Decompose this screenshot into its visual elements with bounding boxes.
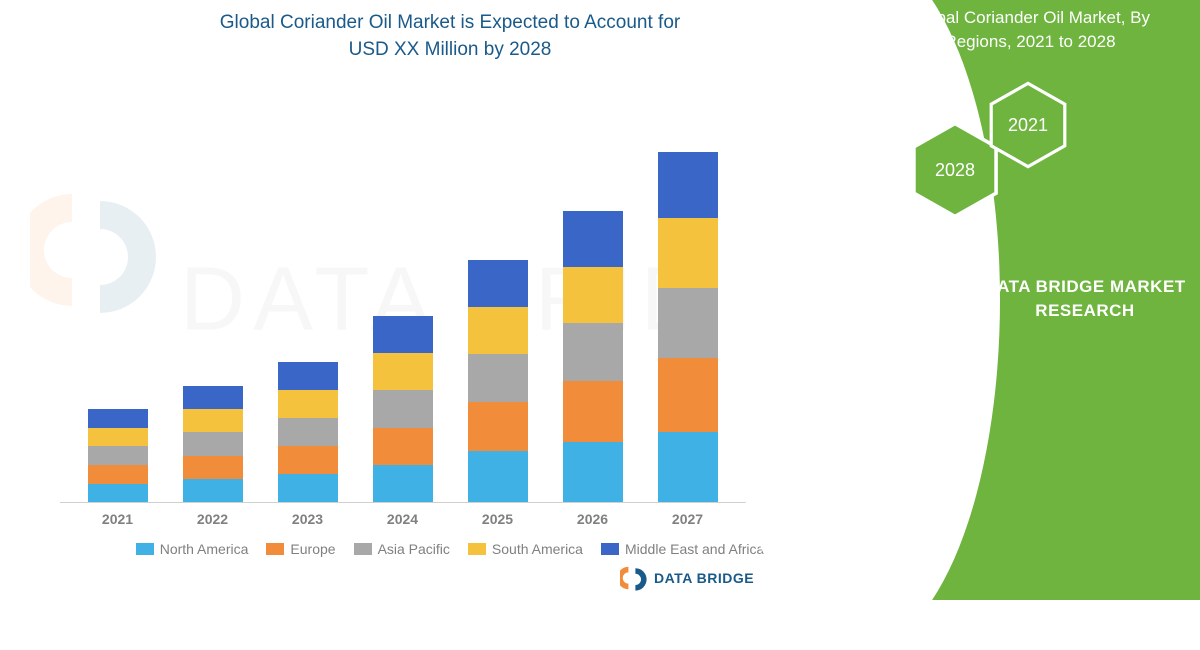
bar-segment	[373, 353, 433, 390]
x-axis-label: 2026	[563, 511, 623, 527]
bar-segment	[88, 409, 148, 428]
chart-title: Global Coriander Oil Market is Expected …	[60, 10, 840, 63]
legend-swatch	[354, 543, 372, 555]
bar-segment	[468, 402, 528, 451]
x-axis-labels: 20212022202320242025202620272028	[60, 503, 840, 527]
bar-segment	[278, 446, 338, 474]
brand-line1: DATA BRIDGE MARKET	[984, 277, 1185, 296]
legend-label: North America	[160, 541, 249, 557]
bar-segment	[658, 152, 718, 217]
x-axis-label: 2021	[88, 511, 148, 527]
bar-segment	[183, 409, 243, 432]
bar-2021	[88, 409, 148, 502]
bar-segment	[183, 479, 243, 502]
bar-segment	[658, 218, 718, 288]
bar-segment	[563, 267, 623, 323]
bar-segment	[278, 418, 338, 446]
bar-segment	[658, 358, 718, 433]
x-axis-label: 2027	[658, 511, 718, 527]
brand-label: DATA BRIDGE MARKET RESEARCH	[980, 275, 1190, 323]
bar-segment	[658, 432, 718, 502]
legend-swatch	[266, 543, 284, 555]
legend-label: Europe	[290, 541, 335, 557]
legend-item: Europe	[266, 541, 335, 557]
side-panel: Global Coriander Oil Market, By Regions,…	[860, 0, 1200, 600]
bar-segment	[88, 446, 148, 465]
chart-title-line2: USD XX Million by 2028	[349, 39, 552, 60]
hexagon-2021-label: 2021	[1008, 115, 1048, 136]
legend-item: Asia Pacific	[354, 541, 450, 557]
legend-item: Middle East and Africa	[601, 541, 764, 557]
bar-2023	[278, 362, 338, 502]
bar-2022	[183, 386, 243, 503]
legend-label: Middle East and Africa	[625, 541, 764, 557]
bar-segment	[373, 316, 433, 353]
legend-swatch	[601, 543, 619, 555]
legend-item: South America	[468, 541, 583, 557]
hexagon-2028: 2028	[910, 120, 1000, 220]
bar-segment	[183, 456, 243, 479]
chart-legend: North America Europe Asia Pacific South Ame…	[60, 541, 840, 557]
bar-segment	[88, 484, 148, 503]
footer-logo-icon	[620, 564, 648, 592]
bar-2027	[658, 152, 718, 502]
legend-swatch	[468, 543, 486, 555]
bar-segment	[278, 474, 338, 502]
x-axis-label: 2023	[278, 511, 338, 527]
bar-segment	[88, 465, 148, 484]
legend-label: South America	[492, 541, 583, 557]
hexagon-2021: 2021	[988, 80, 1068, 170]
brand-line2: RESEARCH	[1035, 301, 1134, 320]
legend-swatch	[136, 543, 154, 555]
bar-segment	[563, 442, 623, 503]
hexagon-2028-label: 2028	[935, 160, 975, 181]
bar-segment	[373, 428, 433, 465]
legend-label: Asia Pacific	[378, 541, 450, 557]
x-axis-label: 2024	[373, 511, 433, 527]
bar-segment	[278, 362, 338, 390]
bar-segment	[183, 432, 243, 455]
bar-segment	[278, 390, 338, 418]
bar-2026	[563, 211, 623, 502]
bar-segment	[468, 451, 528, 502]
bar-segment	[658, 288, 718, 358]
bar-2025	[468, 260, 528, 502]
legend-item: North America	[136, 541, 249, 557]
bar-segment	[468, 260, 528, 307]
bar-segment	[373, 465, 433, 502]
x-axis-label: 2025	[468, 511, 528, 527]
footer-logo: DATA BRIDGE	[620, 564, 754, 592]
bar-segment	[468, 354, 528, 403]
bar-segment	[183, 386, 243, 409]
side-panel-title: Global Coriander Oil Market, By Regions,…	[880, 6, 1180, 54]
footer-logo-text: DATA BRIDGE	[654, 570, 754, 586]
bar-segment	[373, 390, 433, 427]
chart-title-line1: Global Coriander Oil Market is Expected …	[220, 12, 680, 33]
bar-2024	[373, 316, 433, 503]
main-container: Global Coriander Oil Market is Expected …	[0, 0, 1200, 600]
bar-segment	[563, 211, 623, 267]
bar-segment	[88, 428, 148, 447]
x-axis-label: 2022	[183, 511, 243, 527]
bar-segment	[563, 381, 623, 442]
bar-segment	[563, 323, 623, 381]
bar-segment	[468, 307, 528, 354]
